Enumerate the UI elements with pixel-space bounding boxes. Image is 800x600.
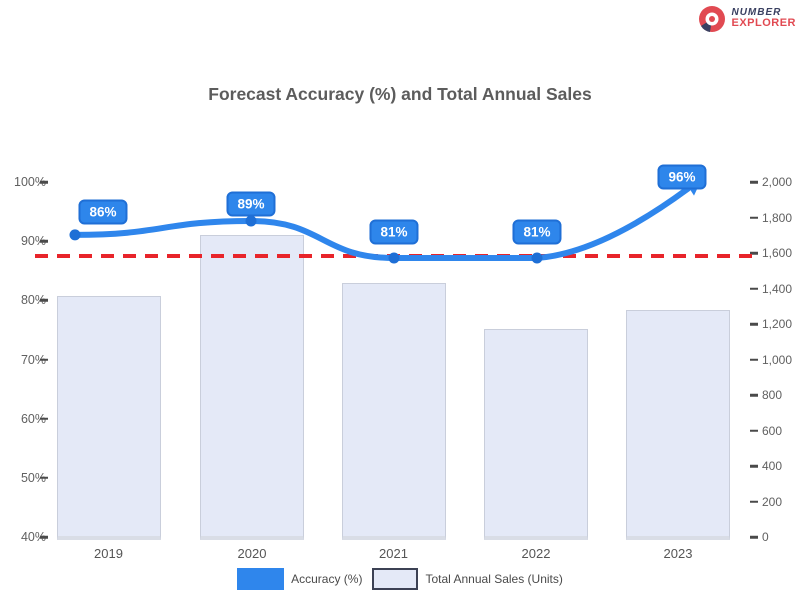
- right-axis-tick-label: 400: [762, 459, 783, 473]
- left-axis-tick: [40, 535, 48, 539]
- x-axis-category-label: 2023: [663, 546, 693, 561]
- right-axis-tick-label: 600: [762, 423, 783, 438]
- legend-item-line: Accuracy (%): [237, 568, 362, 590]
- x-axis-category-label: 2019: [94, 546, 123, 561]
- bar: [200, 235, 304, 540]
- left-axis-tick-label: 40%: [20, 530, 46, 544]
- bar: [626, 309, 730, 540]
- left-axis-tick-label: 80%: [20, 293, 46, 308]
- logo-line2: EXPLORER: [731, 17, 796, 30]
- right-axis-tick-label: 1,200: [762, 317, 793, 331]
- point-value-label: 81%: [369, 219, 419, 245]
- right-axis-tick: [750, 500, 758, 503]
- bar: [341, 283, 446, 540]
- legend-swatch-bar: [372, 568, 419, 590]
- threshold-line: [35, 254, 753, 258]
- right-axis-tick: [750, 322, 758, 326]
- x-axis-category-label: 2021: [379, 546, 408, 561]
- point-value-label: 81%: [512, 219, 562, 245]
- left-axis-tick-label: 70%: [20, 352, 46, 367]
- line-marker: [245, 215, 257, 227]
- point-value-label: 86%: [78, 199, 128, 225]
- right-axis-tick-label: 200: [762, 494, 783, 509]
- left-axis-tick-label: 100%: [14, 175, 46, 189]
- left-axis-tick: [40, 239, 48, 243]
- right-axis-tick: [750, 393, 758, 397]
- legend-label-bar: Total Annual Sales (Units): [425, 572, 563, 586]
- left-axis-tick: [40, 358, 48, 361]
- right-axis-tick: [750, 535, 758, 539]
- chart-title: Forecast Accuracy (%) and Total Annual S…: [208, 84, 592, 104]
- x-axis-category-label: 2020: [237, 546, 267, 561]
- logo-line1: NUMBER: [731, 6, 782, 18]
- right-axis-tick: [750, 464, 758, 468]
- right-axis-tick-label: 1,400: [762, 281, 793, 296]
- right-axis-tick-label: 1,600: [762, 246, 793, 260]
- right-axis-tick: [750, 358, 758, 361]
- legend: Accuracy (%) Total Annual Sales (Units): [0, 568, 800, 590]
- bar: [56, 295, 161, 540]
- right-axis-tick: [750, 429, 758, 432]
- left-axis-tick-label: 60%: [20, 411, 46, 426]
- right-axis-tick: [750, 287, 758, 290]
- line-marker: [69, 229, 81, 241]
- right-axis-tick-label: 2,000: [762, 175, 793, 189]
- right-axis-tick-label: 1,800: [762, 210, 793, 225]
- legend-label-line: Accuracy (%): [291, 572, 363, 586]
- legend-swatch-line: [237, 568, 285, 590]
- right-axis-tick-label: 800: [762, 388, 783, 402]
- x-axis-category-label: 2022: [521, 546, 551, 561]
- left-axis-tick-label: 90%: [20, 234, 46, 249]
- left-axis-tick: [40, 180, 48, 184]
- brand-logo: NUMBER EXPLORER: [697, 4, 796, 34]
- right-axis-tick-label: 1,000: [762, 352, 793, 367]
- right-axis-tick-label: 0: [762, 530, 769, 544]
- left-axis-tick: [40, 476, 48, 480]
- right-axis-tick: [750, 251, 758, 255]
- left-axis-tick: [40, 417, 48, 420]
- legend-item-bar: Total Annual Sales (Units): [372, 568, 563, 590]
- left-axis-tick-label: 50%: [20, 470, 46, 485]
- shutter-icon: [699, 6, 726, 32]
- point-value-label: 96%: [657, 164, 707, 190]
- bar: [484, 329, 588, 540]
- left-axis-tick: [40, 299, 48, 302]
- right-axis-tick: [750, 180, 758, 184]
- right-axis-tick: [750, 216, 758, 219]
- point-value-label: 89%: [226, 191, 276, 217]
